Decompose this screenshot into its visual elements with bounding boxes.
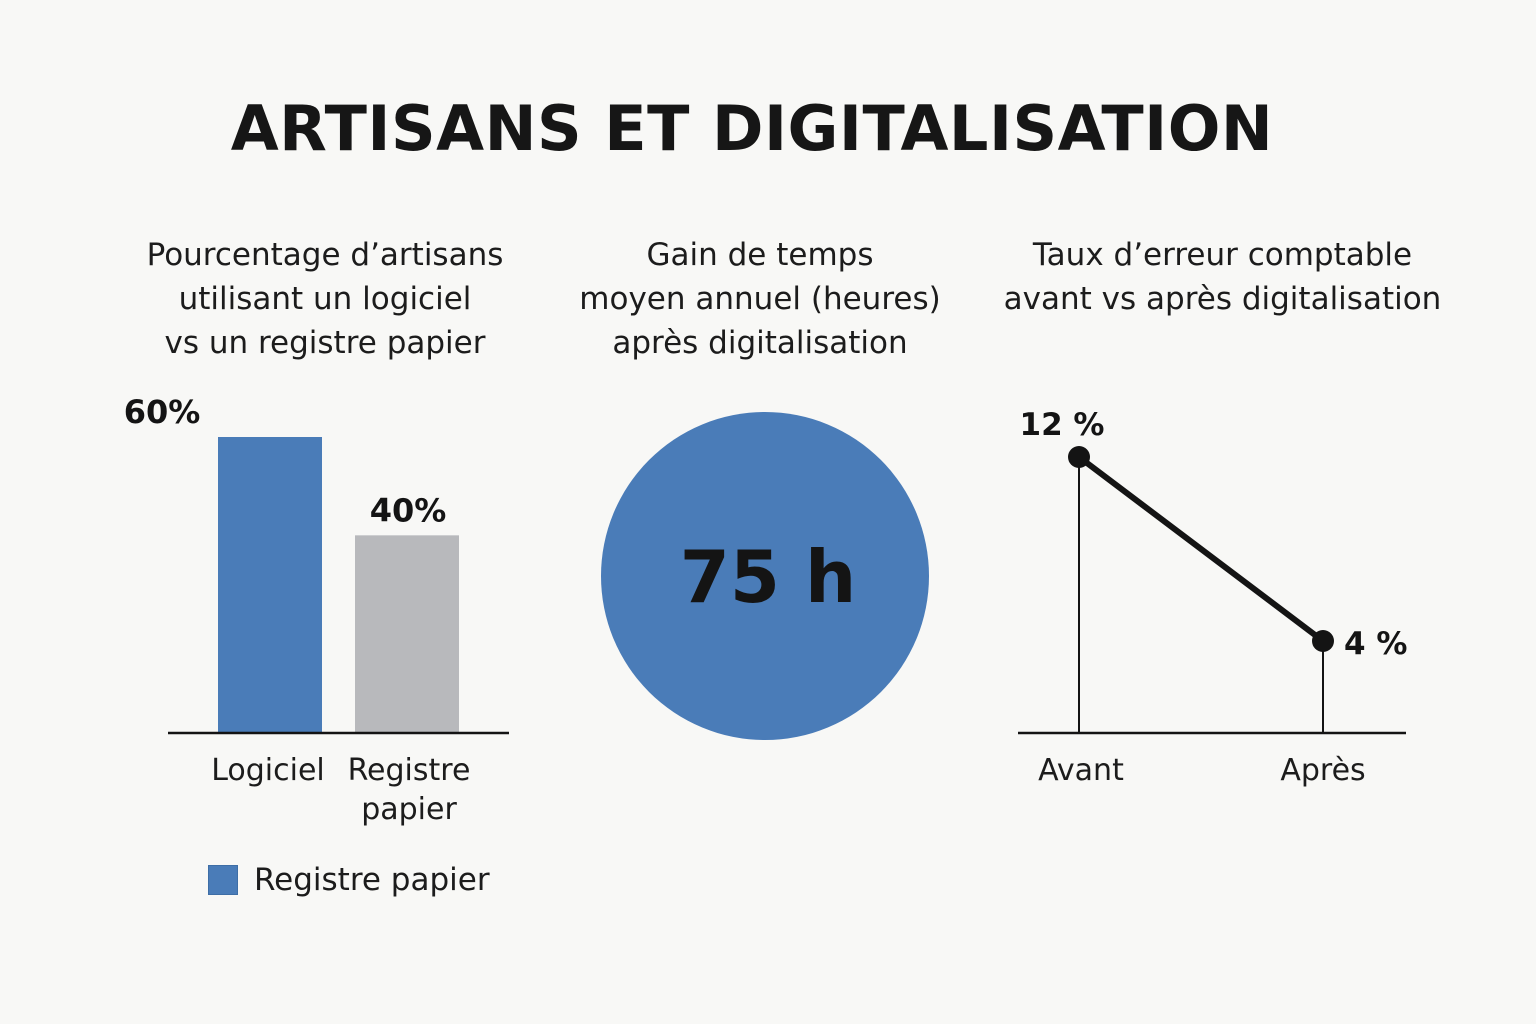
bar-logiciel [218,437,322,732]
bar-category-label: papier [361,792,457,827]
time-gain-title: Gain de temps moyen annuel (heures) aprè… [560,233,960,365]
bar-value-label: 60% [124,393,201,431]
bar-category-label: Logiciel [211,753,325,788]
error-rate-point [1312,630,1334,652]
bar-chart-title: Pourcentage d’artisans utilisant un logi… [120,233,530,365]
time-gain-title-line: après digitalisation [612,325,908,361]
error-rate-value-label: 12 % [1020,407,1105,443]
error-rate-point [1068,446,1090,468]
time-gain-title-line: Gain de temps [646,237,874,273]
time-gain-circle [601,412,929,740]
line-category-label: Après [1280,753,1365,788]
time-gain-title-line: moyen annuel (heures) [579,281,941,317]
legend-label: Registre papier [254,862,490,898]
error-rate-value-label: 4 % [1344,626,1407,662]
time-gain-value: 75 h [680,535,857,619]
error-rate-line [1076,454,1326,644]
legend-swatch [208,865,238,895]
bar-category-label: Registre [348,753,471,788]
error-rate-title-line: avant vs après digitalisation [1003,281,1442,317]
error-rate-title-line: Taux d’erreur comptable [1032,237,1413,273]
bar-chart-title-line: utilisant un logiciel [178,281,472,317]
page-title: ARTISANS ET DIGITALISATION [230,92,1274,165]
line-category-label: Avant [1038,753,1124,788]
bar-chart-title-line: Pourcentage d’artisans [146,237,504,273]
bar-registre-papier [355,535,459,732]
bar-chart-legend: Registre papier [208,860,490,900]
bar-value-label: 40% [370,491,447,529]
error-rate-title: Taux d’erreur comptable avant vs après d… [990,233,1455,321]
bar-chart-title-line: vs un registre papier [164,325,486,361]
